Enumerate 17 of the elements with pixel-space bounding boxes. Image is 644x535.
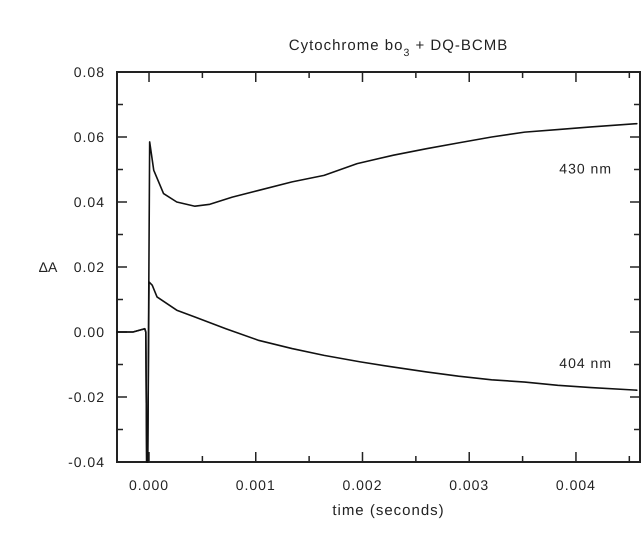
y-tick-label: 0.08 [74,64,105,80]
x-tick-label: 0.002 [342,477,383,493]
x-tick-label: 0.001 [236,477,276,493]
x-tick-label: 0.003 [449,477,490,493]
y-tick-label: -0.04 [68,454,105,470]
y-tick-label: 0.06 [74,129,105,145]
text: 430 nm [559,160,612,177]
y-tick-label: 0.02 [74,259,105,275]
x-axis-title: time (seconds) [332,502,445,519]
x-tick-label: 0.004 [556,477,596,493]
chart-title: Cytochrome bo$_{3}$ + DQ-BCMB [288,37,508,59]
y-axis-title: ΔA [38,259,58,275]
y-tick-label: 0.04 [74,194,105,210]
y-tick-label: -0.02 [68,389,105,405]
y-tick-label: 0.00 [74,324,105,340]
series-label: 404 nm [559,355,612,372]
x-tick-label: 0.000 [128,477,170,493]
